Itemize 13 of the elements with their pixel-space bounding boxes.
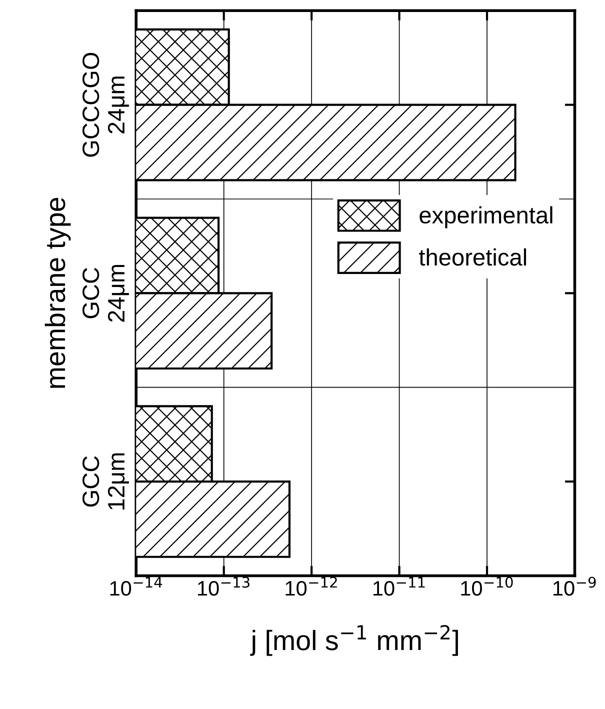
y-tick-label: GCC 12μm (82, 453, 129, 510)
x-tick-label: 10$^{−11}$ (373, 576, 425, 596)
legend-label: experimental (420, 206, 552, 228)
y-axis-title: membrane type (44, 198, 71, 388)
x-tick-label: 10$^{−12}$ (286, 576, 337, 596)
x-tick-label: 10$^{−14}$ (110, 576, 162, 596)
legend-label: theoretical (419, 248, 526, 266)
x-tick-label: 10$^{−9}$ (554, 576, 596, 596)
x-tick-label: 10$^{−10}$ (461, 576, 513, 596)
y-tick-label: GCC 24μm (82, 264, 129, 322)
y-tick-label: GCCCGO 24μm (82, 52, 129, 157)
x-axis-title: j [mol s$^{−1}$ mm$^{−2}$] (250, 624, 458, 656)
x-tick-label: 10$^{−13}$ (198, 576, 250, 596)
